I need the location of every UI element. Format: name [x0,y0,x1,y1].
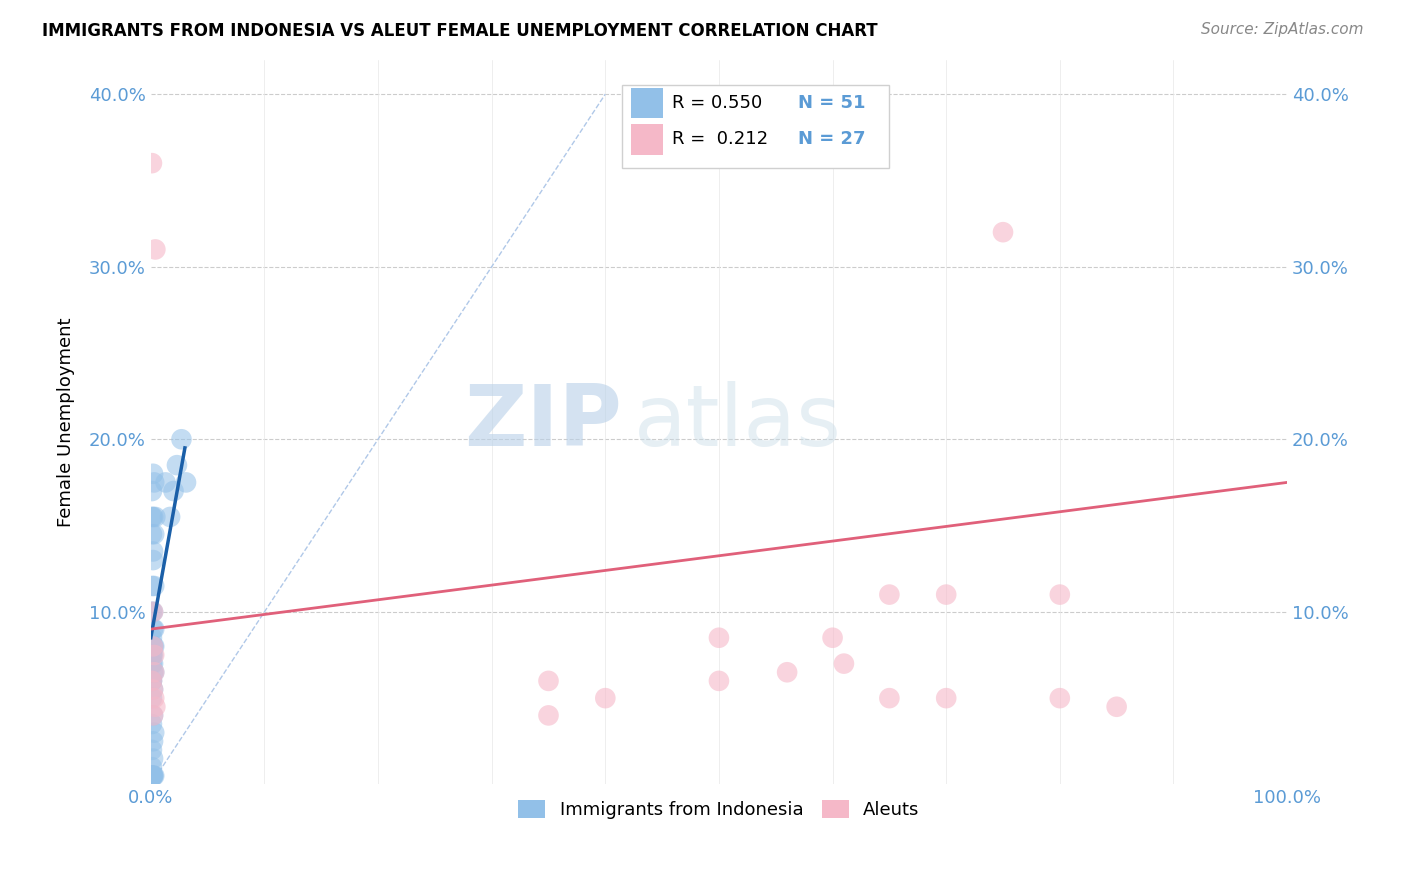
Point [142,734,165,748]
Point [707,673,730,688]
Point [1105,699,1128,714]
Point [141,769,163,783]
Point [1049,588,1071,602]
Point [143,510,166,524]
Point [142,682,165,697]
Point [141,743,163,757]
Point [141,769,163,783]
Point [142,553,165,567]
Point [991,225,1014,239]
Point [143,769,166,783]
FancyBboxPatch shape [631,88,664,119]
Point [142,640,165,654]
Point [142,682,165,697]
Point [142,622,165,636]
Point [143,699,166,714]
Point [143,648,166,662]
Point [821,631,844,645]
Point [141,769,163,783]
Text: ZIP: ZIP [464,381,623,464]
Point [141,483,163,498]
Point [141,657,163,671]
Point [141,760,163,774]
Point [141,156,163,170]
FancyBboxPatch shape [631,124,664,154]
Text: R =  0.212: R = 0.212 [672,130,769,148]
Point [141,579,163,593]
Point [141,631,163,645]
Point [142,510,165,524]
Point [142,769,165,783]
Point [142,640,165,654]
Point [143,475,166,490]
Point [935,588,957,602]
Point [143,527,166,541]
Point [174,475,197,490]
Point [142,769,165,783]
Point [143,622,166,636]
Point [142,544,165,558]
Point [142,665,165,680]
Point [1049,691,1071,706]
Text: atlas: atlas [634,381,842,464]
Point [141,691,163,706]
Point [707,631,730,645]
Point [141,648,163,662]
Point [155,475,177,490]
Point [143,640,166,654]
Point [166,458,188,472]
Text: N = 51: N = 51 [799,94,866,112]
Point [143,725,166,739]
Point [141,510,163,524]
Point [143,665,166,680]
Point [879,588,901,602]
Point [170,432,193,446]
Point [142,648,165,662]
FancyBboxPatch shape [623,85,890,169]
Point [143,243,166,257]
Point [537,708,560,723]
Point [142,605,165,619]
Point [142,657,165,671]
Point [142,605,165,619]
Point [537,673,560,688]
Point [141,673,163,688]
Point [595,691,617,706]
Point [832,657,855,671]
Point [141,527,163,541]
Point [142,467,165,481]
Point [141,673,163,688]
Point [879,691,901,706]
Text: Source: ZipAtlas.com: Source: ZipAtlas.com [1201,22,1364,37]
Point [143,691,166,706]
Point [143,579,166,593]
Point [142,751,165,765]
Point [776,665,799,680]
Legend: Immigrants from Indonesia, Aleuts: Immigrants from Indonesia, Aleuts [512,792,927,826]
Point [142,708,165,723]
Point [935,691,957,706]
Text: R = 0.550: R = 0.550 [672,94,762,112]
Y-axis label: Female Unemployment: Female Unemployment [58,318,75,527]
Point [142,708,165,723]
Point [162,483,184,498]
Point [141,605,163,619]
Point [143,665,166,680]
Point [141,717,163,731]
Point [159,510,181,524]
Point [142,769,165,783]
Text: N = 27: N = 27 [799,130,866,148]
Point [142,640,165,654]
Text: IMMIGRANTS FROM INDONESIA VS ALEUT FEMALE UNEMPLOYMENT CORRELATION CHART: IMMIGRANTS FROM INDONESIA VS ALEUT FEMAL… [42,22,877,40]
Point [141,648,163,662]
Point [141,673,163,688]
